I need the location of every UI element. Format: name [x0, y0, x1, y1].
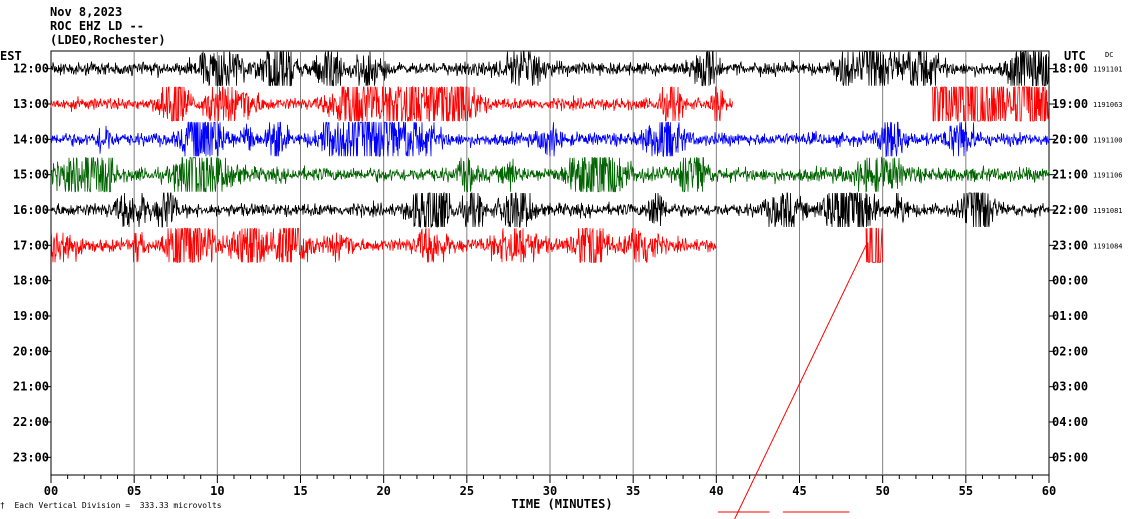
right-hour-label: 21:00: [1052, 168, 1088, 182]
dc-label: DC: [1105, 51, 1113, 59]
x-tick-label: 35: [626, 484, 640, 498]
trace-segment: [50, 191, 1050, 228]
right-hour-label: 22:00: [1052, 203, 1088, 217]
right-hour-label: 00:00: [1052, 274, 1088, 288]
left-hour-label: 22:00: [13, 415, 49, 429]
dc-offset-label: 1191100: [1093, 136, 1123, 144]
x-tick-label: 50: [875, 484, 889, 498]
station-code: ROC EHZ LD --: [50, 19, 144, 33]
left-hour-label: 12:00: [13, 62, 49, 76]
left-hour-label: 18:00: [13, 274, 49, 288]
dc-offset-label: 1191063: [1093, 101, 1123, 109]
x-tick-label: 10: [210, 484, 224, 498]
trace-segment: [50, 156, 1050, 193]
dc-offset-label: 1191081: [1093, 207, 1123, 215]
traces: [50, 50, 1050, 519]
chart-date: Nov 8,2023: [50, 5, 123, 19]
right-hour-label: 03:00: [1052, 380, 1088, 394]
trace-segment: [50, 227, 717, 264]
dc-offset-label: 1191084: [1093, 242, 1123, 250]
right-hour-label: 04:00: [1052, 415, 1088, 429]
left-hour-label: 19:00: [13, 309, 49, 323]
left-hour-label: 14:00: [13, 132, 49, 146]
right-hour-label: 02:00: [1052, 344, 1088, 358]
dc-offset-label: 1191101: [1093, 66, 1123, 74]
trace-diagonal: [734, 245, 867, 519]
left-hour-label: 21:00: [13, 380, 49, 394]
right-hour-label: 19:00: [1052, 97, 1088, 111]
right-hour-label: 01:00: [1052, 309, 1088, 323]
x-tick-label: 00: [44, 484, 58, 498]
left-hour-label: 23:00: [13, 450, 49, 464]
right-axis-label: UTC: [1064, 49, 1086, 63]
trace-segment: [865, 227, 883, 263]
x-tick-label: 45: [792, 484, 806, 498]
right-hour-label: 18:00: [1052, 62, 1088, 76]
left-hour-label: 17:00: [13, 238, 49, 252]
x-axis-label: TIME (MINUTES): [511, 497, 612, 511]
x-tick-label: 25: [460, 484, 474, 498]
trace-segment: [50, 50, 1050, 87]
footer-mark: †: [0, 501, 5, 510]
trace-segment: [932, 86, 1049, 122]
left-axis-label: EST: [0, 49, 22, 63]
trace-segment: [50, 85, 733, 122]
x-tick-label: 40: [709, 484, 723, 498]
vertical-division-note: † Each Vertical Division = 333.33 microv…: [0, 501, 222, 510]
left-hour-label: 16:00: [13, 203, 49, 217]
left-hour-label: 20:00: [13, 344, 49, 358]
right-hour-label: 20:00: [1052, 132, 1088, 146]
left-hour-label: 15:00: [13, 168, 49, 182]
right-hour-label: 05:00: [1052, 450, 1088, 464]
x-tick-label: 55: [959, 484, 973, 498]
x-tick-label: 05: [127, 484, 141, 498]
grid: [45, 50, 1055, 483]
right-hour-label: 23:00: [1052, 238, 1088, 252]
trace-segment: [50, 121, 1050, 158]
labels: EST UTC DC TIME (MINUTES) 00 05 10 15 20 25 30…: [0, 49, 1123, 511]
left-hour-label: 13:00: [13, 97, 49, 111]
x-tick-label: 15: [293, 484, 307, 498]
station-network: (LDEO,Rochester): [50, 33, 166, 47]
dc-offset-label: 1191106: [1093, 172, 1123, 180]
footer-text: Each Vertical Division = 333.33 microvol…: [14, 501, 222, 510]
x-tick-label: 60: [1042, 484, 1056, 498]
x-tick-label: 30: [543, 484, 557, 498]
x-tick-label: 20: [376, 484, 390, 498]
